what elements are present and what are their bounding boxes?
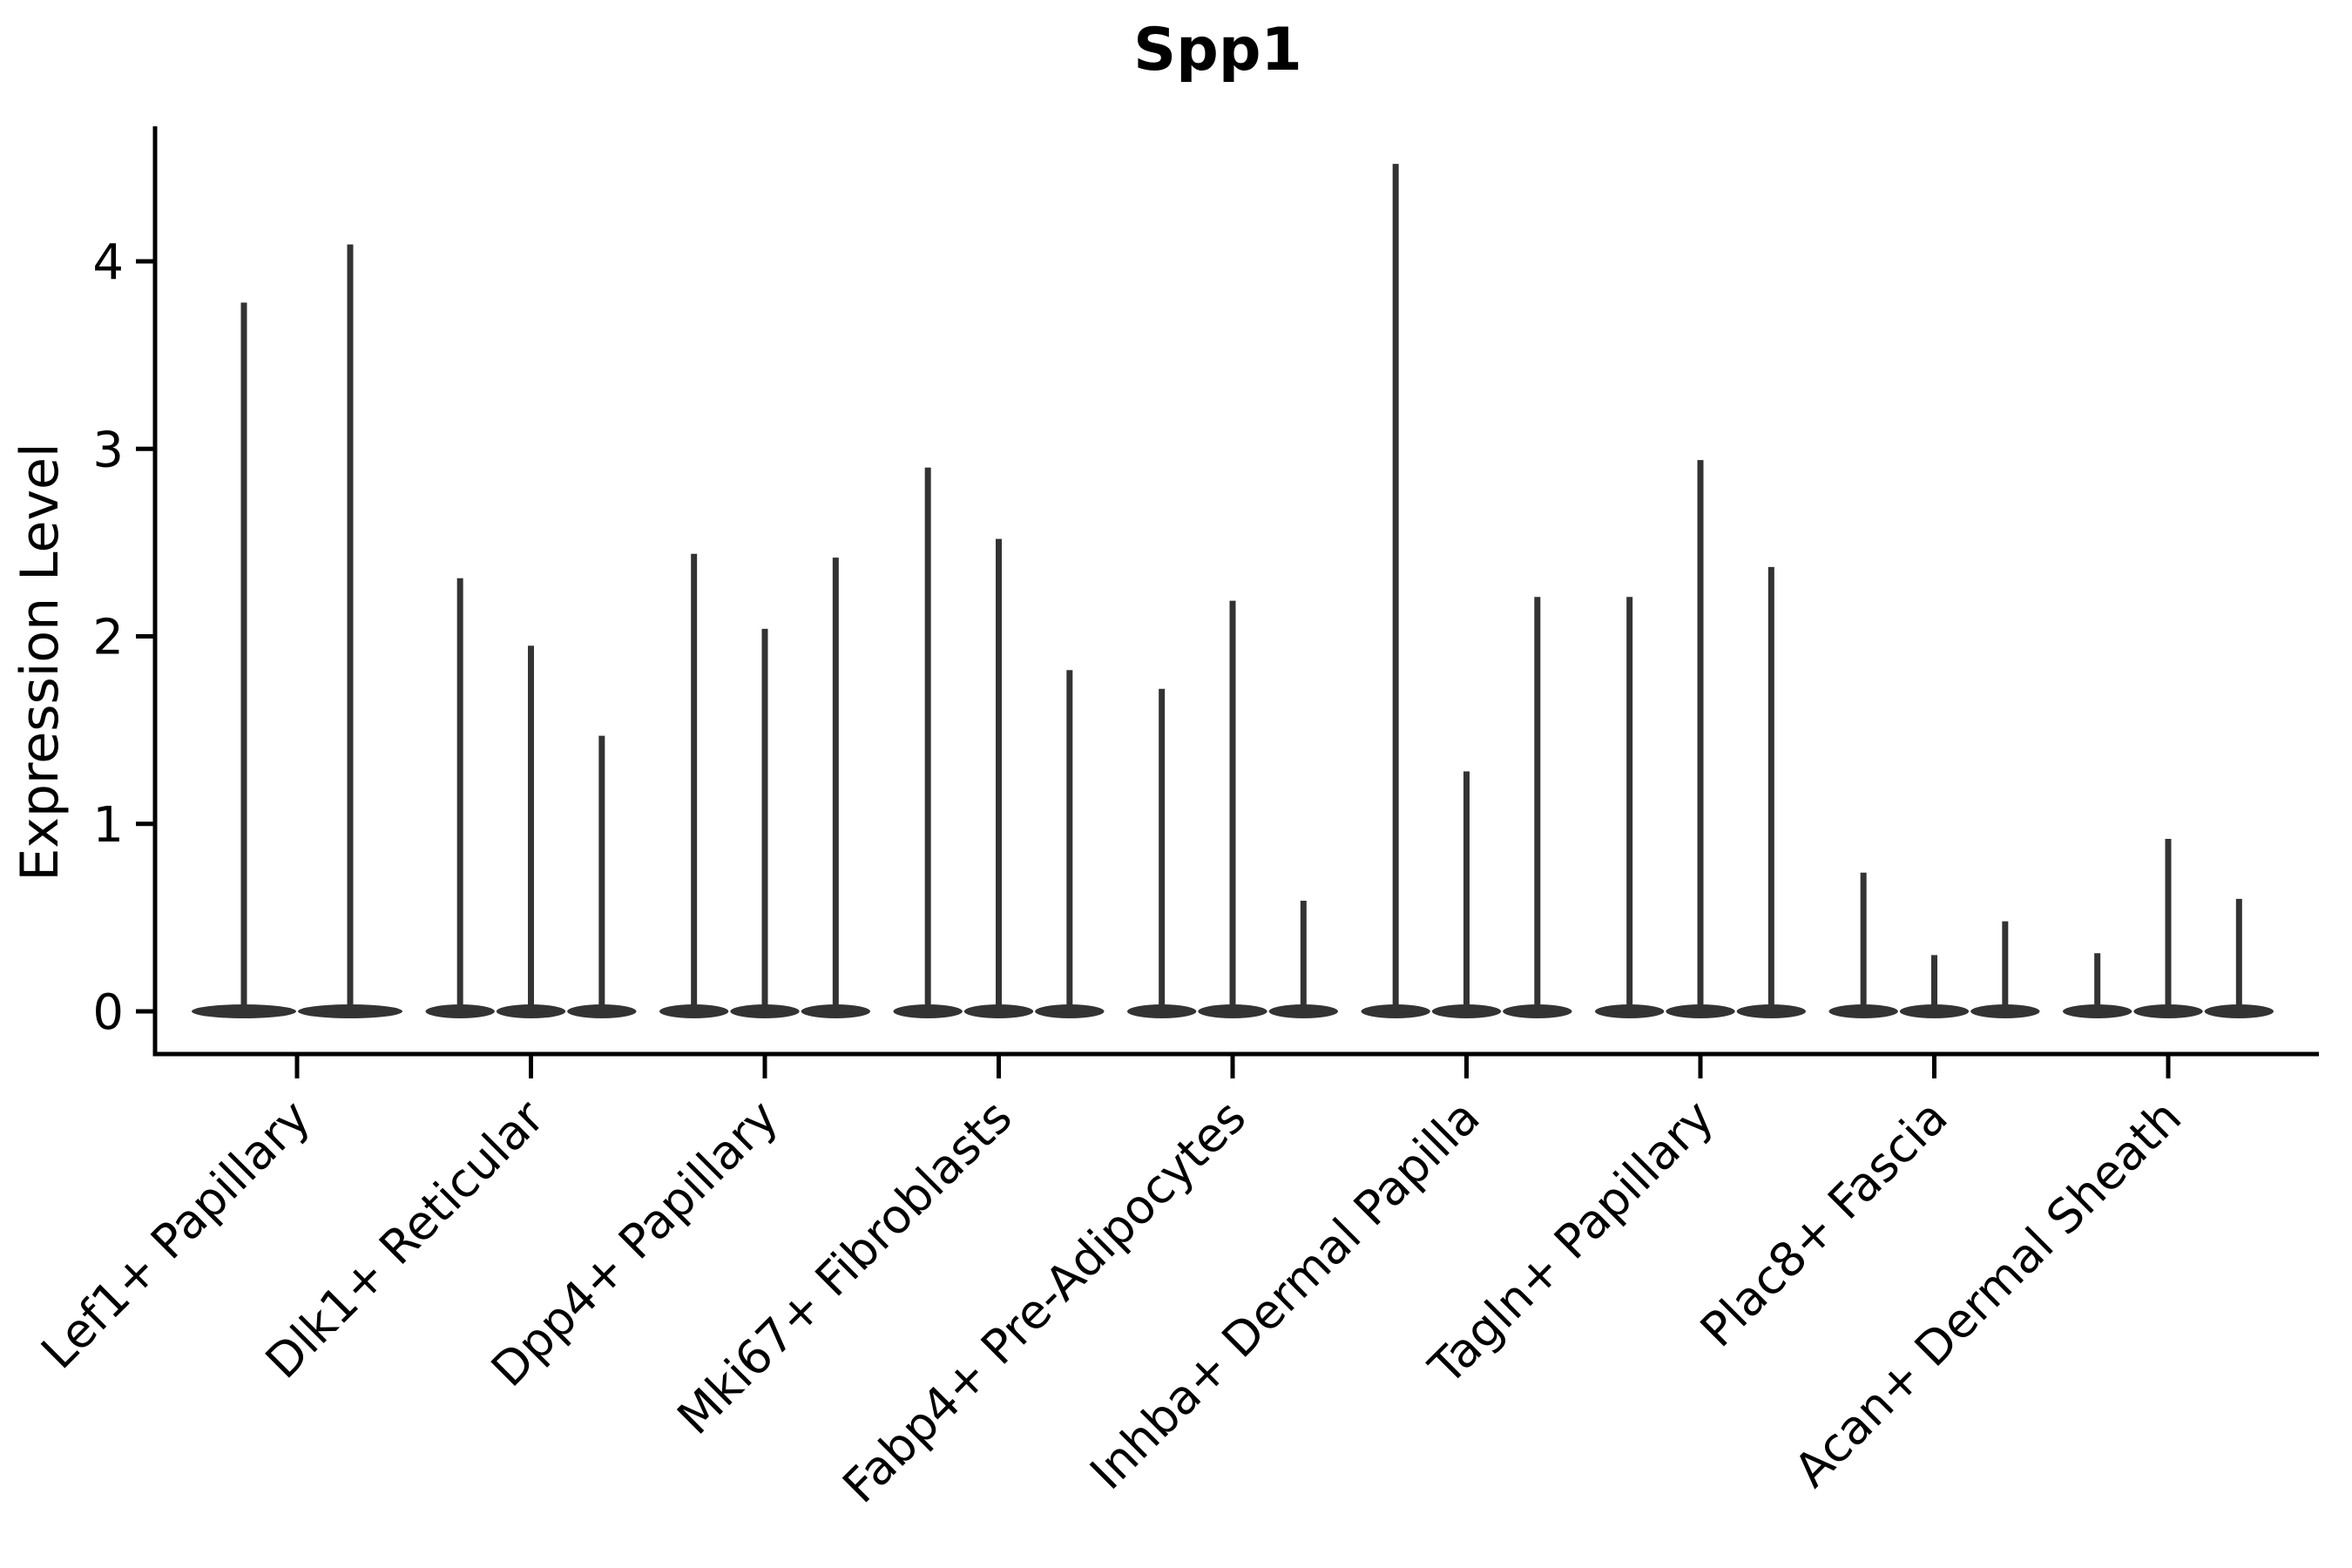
violin-body bbox=[1595, 1004, 1665, 1018]
y-tick-label: 1 bbox=[92, 797, 124, 854]
y-tick-label: 4 bbox=[92, 234, 124, 291]
y-axis-label: Expression Level bbox=[10, 443, 71, 881]
violin-body bbox=[1736, 1004, 1806, 1018]
violin-body bbox=[893, 1004, 963, 1018]
y-tick-label: 2 bbox=[92, 610, 124, 666]
violin-body bbox=[2063, 1004, 2132, 1018]
violin-body bbox=[1899, 1004, 1970, 1018]
violin-body bbox=[425, 1004, 495, 1018]
violin-body bbox=[567, 1004, 637, 1018]
violin-body bbox=[659, 1004, 729, 1018]
violin-body bbox=[496, 1004, 566, 1018]
violin-body bbox=[1268, 1004, 1339, 1018]
violin-body bbox=[963, 1004, 1034, 1018]
x-tick-label: Fabp4+ Pre-Adipocytes bbox=[832, 1090, 1256, 1514]
x-tick-label: Acan+ Dermal Sheath bbox=[1784, 1090, 2192, 1497]
violin-body bbox=[1503, 1004, 1572, 1018]
x-tick-label: Inhba+ Dermal Papilla bbox=[1079, 1090, 1490, 1500]
violin-body bbox=[298, 1004, 402, 1018]
violins-group bbox=[192, 164, 2274, 1018]
violin-body bbox=[1431, 1004, 1502, 1018]
violin-body bbox=[1198, 1004, 1267, 1018]
violin-body bbox=[192, 1004, 296, 1018]
violin-body bbox=[801, 1004, 870, 1018]
y-tick-label: 0 bbox=[92, 984, 124, 1041]
chart-title: Spp1 bbox=[1133, 16, 1302, 84]
violin-body bbox=[730, 1004, 800, 1018]
y-tick-label: 3 bbox=[92, 422, 124, 478]
violin-body bbox=[1666, 1004, 1735, 1018]
violin-body bbox=[1970, 1004, 2040, 1018]
violin-body bbox=[1828, 1004, 1898, 1018]
violin-body bbox=[1127, 1004, 1197, 1018]
x-tick-label: Plac8+ Fascia bbox=[1690, 1090, 1958, 1358]
violin-body bbox=[2133, 1004, 2203, 1018]
violin-body bbox=[1361, 1004, 1430, 1018]
violin-body bbox=[2204, 1004, 2274, 1018]
axes-group: 0 1 2 3 4 bbox=[92, 126, 2319, 1057]
violin-body bbox=[1035, 1004, 1105, 1018]
